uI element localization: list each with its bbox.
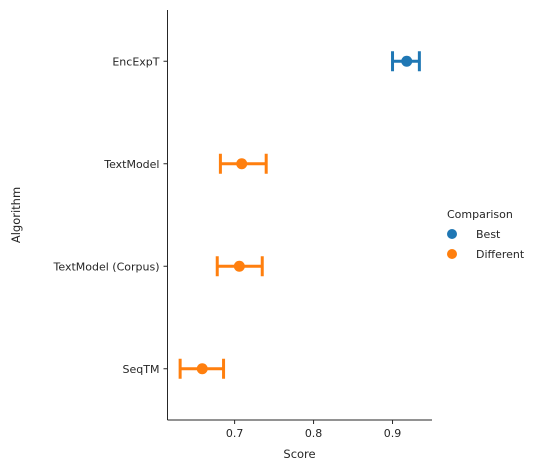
y-axis-label: Algorithm [9,187,23,243]
plot-area: 0.7 0.8 0.9 EncExpT TextModel TextModel (Cor… [53,10,432,440]
y-tick-label: TextModel [103,158,159,171]
x-tick-label: 0.9 [384,427,402,440]
data-point-group [391,51,421,72]
y-ticks: EncExpT TextModel TextModel (Corpus) SeqTM [53,55,168,376]
data-point-group [178,358,226,379]
data-point [236,158,248,170]
legend-label: Best [476,228,501,241]
data-point [196,363,208,375]
data-point [233,260,245,272]
y-tick-label: SeqTM [123,363,160,376]
legend-marker [447,229,457,239]
x-axis-label: Score [283,447,315,461]
legend: Comparison Best Different [447,208,525,261]
x-tick-label: 0.8 [305,427,323,440]
x-tick-label: 0.7 [226,427,244,440]
y-tick-label: EncExpT [112,55,159,68]
x-ticks: 0.7 0.8 0.9 [226,420,401,440]
y-tick-label: TextModel (Corpus) [53,260,160,273]
data-point [401,55,413,67]
legend-marker [447,249,457,259]
legend-title: Comparison [447,208,513,221]
data-point-group [218,153,268,174]
data-point-group [215,256,264,277]
data-marks [178,51,421,379]
legend-label: Different [476,248,525,261]
